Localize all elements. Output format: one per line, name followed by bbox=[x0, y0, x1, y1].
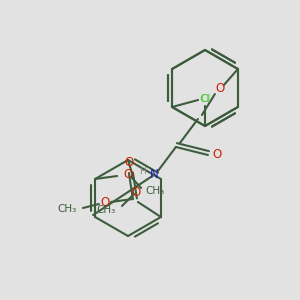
Text: Cl: Cl bbox=[200, 94, 211, 104]
Text: O: O bbox=[123, 169, 132, 182]
Text: O: O bbox=[100, 196, 110, 209]
Text: N: N bbox=[149, 169, 158, 182]
Text: Cl: Cl bbox=[200, 94, 210, 104]
Text: CH₃: CH₃ bbox=[97, 205, 116, 215]
Text: O: O bbox=[215, 82, 224, 95]
Text: CH₃: CH₃ bbox=[58, 204, 77, 214]
Text: CH₃: CH₃ bbox=[145, 186, 164, 196]
Text: H: H bbox=[139, 167, 146, 176]
Text: O: O bbox=[131, 186, 141, 199]
Text: O: O bbox=[212, 148, 221, 161]
Text: O: O bbox=[124, 156, 134, 169]
